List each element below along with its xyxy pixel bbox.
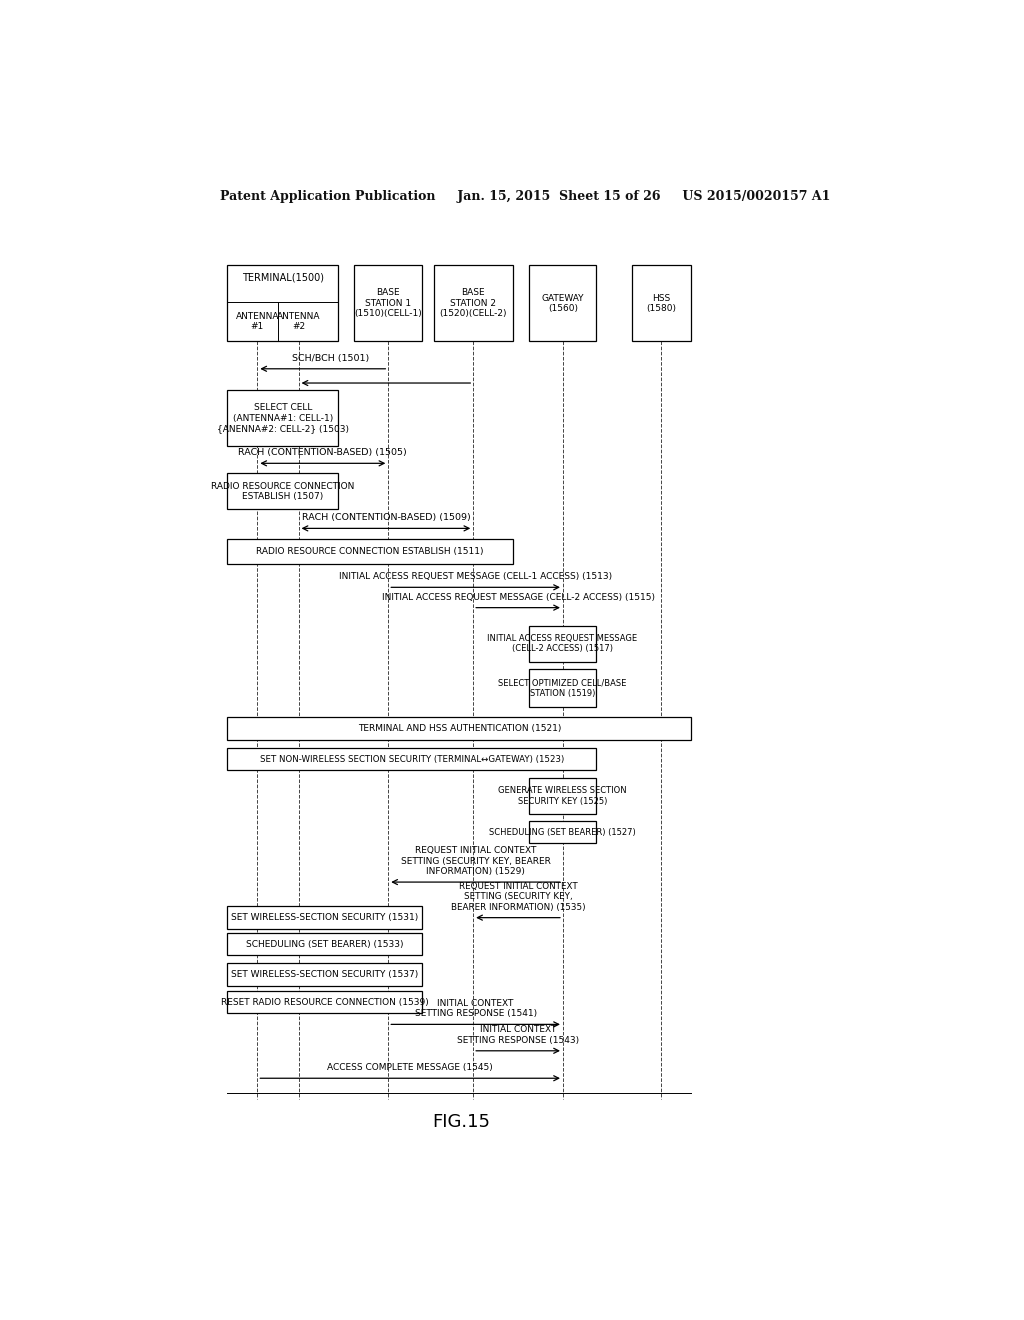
Bar (227, 474, 338, 510)
Bar (227, 964, 422, 986)
Text: RESET RADIO RESOURCE CONNECTION (1539): RESET RADIO RESOURCE CONNECTION (1539) (220, 998, 428, 1007)
Text: HSS
(1580): HSS (1580) (646, 293, 676, 313)
Text: TERMINAL(1500): TERMINAL(1500) (242, 272, 324, 282)
Text: RACH (CONTENTION-BASED) (1509): RACH (CONTENTION-BASED) (1509) (301, 513, 470, 523)
Text: RADIO RESOURCE CONNECTION
ESTABLISH (1507): RADIO RESOURCE CONNECTION ESTABLISH (150… (211, 482, 354, 502)
Text: RADIO RESOURCE CONNECTION ESTABLISH (1511): RADIO RESOURCE CONNECTION ESTABLISH (151… (256, 546, 483, 556)
Text: ANTENNA
#2: ANTENNA #2 (276, 312, 321, 331)
Text: Patent Application Publication     Jan. 15, 2015  Sheet 15 of 26     US 2015/002: Patent Application Publication Jan. 15, … (219, 190, 830, 202)
Text: INITIAL CONTEXT
SETTING RESPONSE (1541): INITIAL CONTEXT SETTING RESPONSE (1541) (415, 999, 537, 1018)
Bar (528, 626, 596, 661)
Text: INITIAL ACCESS REQUEST MESSAGE (CELL-1 ACCESS) (1513): INITIAL ACCESS REQUEST MESSAGE (CELL-1 A… (339, 573, 612, 581)
Text: SET WIRELESS-SECTION SECURITY (1531): SET WIRELESS-SECTION SECURITY (1531) (230, 913, 418, 923)
Text: BASE
STATION 2
(1520)(CELL-2): BASE STATION 2 (1520)(CELL-2) (439, 288, 507, 318)
Bar (227, 907, 422, 929)
Bar (227, 748, 596, 771)
Bar (528, 821, 596, 843)
Bar (227, 265, 338, 342)
Text: SET NON-WIRELESS SECTION SECURITY (TERMINAL↔GATEWAY) (1523): SET NON-WIRELESS SECTION SECURITY (TERMI… (260, 755, 564, 763)
Text: INITIAL CONTEXT
SETTING RESPONSE (1543): INITIAL CONTEXT SETTING RESPONSE (1543) (457, 1026, 580, 1044)
Bar (227, 391, 338, 446)
Bar (528, 265, 596, 342)
Text: SCHEDULING (SET BEARER) (1527): SCHEDULING (SET BEARER) (1527) (489, 828, 636, 837)
Text: RACH (CONTENTION-BASED) (1505): RACH (CONTENTION-BASED) (1505) (239, 449, 408, 457)
Text: ANTENNA
#1: ANTENNA #1 (236, 312, 280, 331)
Bar (227, 933, 422, 956)
Bar (227, 539, 513, 564)
Text: REQUEST INITIAL CONTEXT
SETTING (SECURITY KEY,
BEARER INFORMATION) (1535): REQUEST INITIAL CONTEXT SETTING (SECURIT… (451, 882, 586, 912)
Text: SCHEDULING (SET BEARER) (1533): SCHEDULING (SET BEARER) (1533) (246, 940, 403, 949)
Text: ACCESS COMPLETE MESSAGE (1545): ACCESS COMPLETE MESSAGE (1545) (328, 1063, 493, 1072)
Text: GENERATE WIRELESS SECTION
SECURITY KEY (1525): GENERATE WIRELESS SECTION SECURITY KEY (… (499, 787, 627, 807)
Text: GATEWAY
(1560): GATEWAY (1560) (542, 293, 584, 313)
Text: INITIAL ACCESS REQUEST MESSAGE
(CELL-2 ACCESS) (1517): INITIAL ACCESS REQUEST MESSAGE (CELL-2 A… (487, 634, 638, 653)
Text: SCH/BCH (1501): SCH/BCH (1501) (292, 354, 370, 363)
Bar (632, 265, 691, 342)
Bar (528, 779, 596, 814)
Text: SELECT OPTIMIZED CELL/BASE
STATION (1519): SELECT OPTIMIZED CELL/BASE STATION (1519… (499, 678, 627, 698)
Text: SELECT CELL
(ANTENNA#1: CELL-1)
{ANENNA#2: CELL-2} (1503): SELECT CELL (ANTENNA#1: CELL-1) {ANENNA#… (217, 403, 349, 433)
Bar (227, 718, 691, 739)
Bar (354, 265, 422, 342)
Text: TERMINAL AND HSS AUTHENTICATION (1521): TERMINAL AND HSS AUTHENTICATION (1521) (357, 725, 561, 733)
Bar (227, 991, 422, 1014)
Bar (528, 669, 596, 708)
Text: FIG.15: FIG.15 (432, 1113, 490, 1131)
Text: INITIAL ACCESS REQUEST MESSAGE (CELL-2 ACCESS) (1515): INITIAL ACCESS REQUEST MESSAGE (CELL-2 A… (382, 593, 654, 602)
Text: SET WIRELESS-SECTION SECURITY (1537): SET WIRELESS-SECTION SECURITY (1537) (230, 970, 418, 979)
Bar (433, 265, 513, 342)
Text: BASE
STATION 1
(1510)(CELL-1): BASE STATION 1 (1510)(CELL-1) (354, 288, 422, 318)
Text: REQUEST INITIAL CONTEXT
SETTING (SECURITY KEY, BEARER
INFORMATION) (1529): REQUEST INITIAL CONTEXT SETTING (SECURIT… (400, 846, 551, 876)
